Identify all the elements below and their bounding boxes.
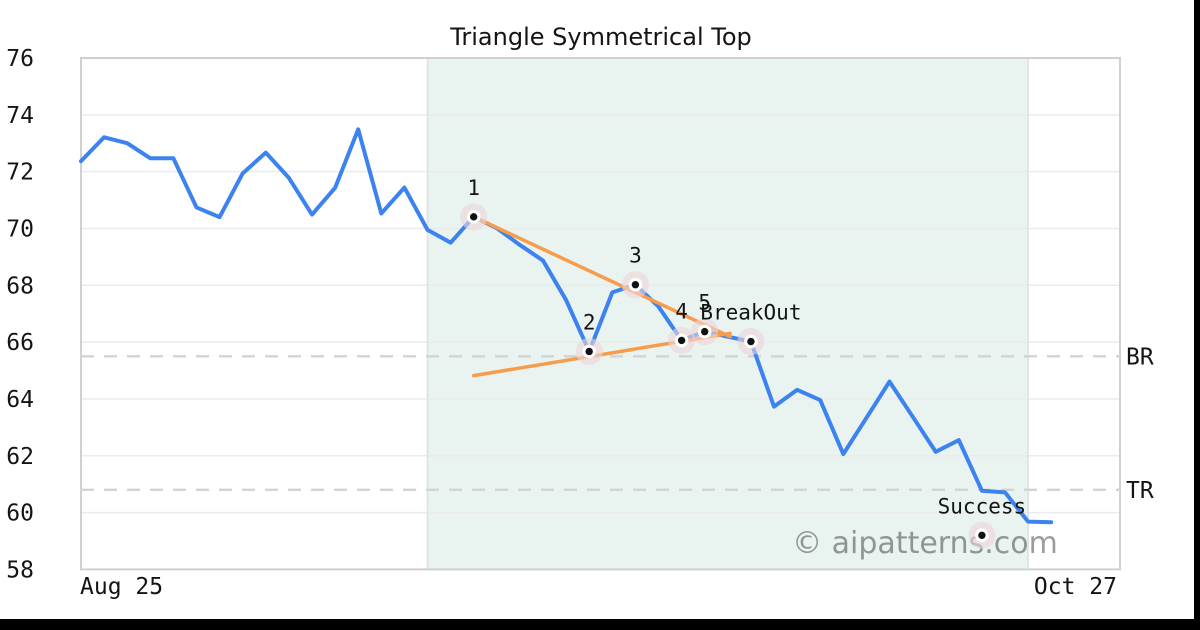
annotation-label-4: 4: [675, 299, 688, 323]
breakout-level-label: BR: [1126, 344, 1154, 370]
annotation-label-2: 2: [583, 310, 596, 334]
y-tick-labels: 58 60 62 64 66 68 70 72 74 76: [6, 46, 34, 583]
marker-dot: [585, 347, 593, 356]
y-tick-label: 64: [6, 387, 34, 413]
marker-dot: [978, 531, 986, 540]
marker-dot: [677, 336, 686, 345]
marker-dot: [701, 327, 709, 336]
annotation-label-breakout: BreakOut: [700, 301, 801, 325]
annotation-label-1: 1: [467, 176, 480, 200]
marker-dot: [631, 281, 640, 289]
gridlines: [81, 114, 1120, 514]
x-axis-label-start: Aug 25: [80, 574, 163, 600]
markers: [460, 203, 996, 549]
pattern-zone: [427, 58, 1029, 570]
marker-dot: [747, 337, 755, 346]
pattern-zone-rect: [427, 58, 1029, 570]
trendline-upper: [471, 215, 732, 339]
x-axis-label-end: Oct 27: [1034, 574, 1117, 600]
y-tick-label: 60: [6, 501, 34, 527]
annotation-label-5: 5: [698, 291, 711, 315]
y-tick-label: 68: [6, 273, 34, 299]
y-tick-label: 70: [6, 216, 34, 242]
price-polyline: [79, 127, 1054, 525]
zone-edges: [426, 58, 1029, 570]
y-tick-label: 58: [6, 557, 34, 583]
annotation-label-success: Success: [938, 494, 1027, 518]
y-tick-label: 62: [6, 444, 34, 470]
bottom-border: [0, 619, 1200, 630]
y-tick-label: 76: [6, 46, 34, 72]
y-tick-label: 74: [6, 103, 34, 129]
marker-dot: [470, 213, 478, 221]
annotation-label-3: 3: [629, 244, 642, 268]
chart-title: Triangle Symmetrical Top: [449, 23, 752, 51]
plot-frame: [80, 57, 1121, 571]
price-line: [79, 127, 1054, 525]
target-level-label: TR: [1126, 478, 1154, 504]
watermark: © aipatterns.com: [792, 526, 1058, 561]
right-border: [1194, 0, 1200, 630]
y-tick-label: 72: [6, 160, 34, 186]
level-lines: [81, 355, 1120, 492]
y-tick-label: 66: [6, 330, 34, 356]
